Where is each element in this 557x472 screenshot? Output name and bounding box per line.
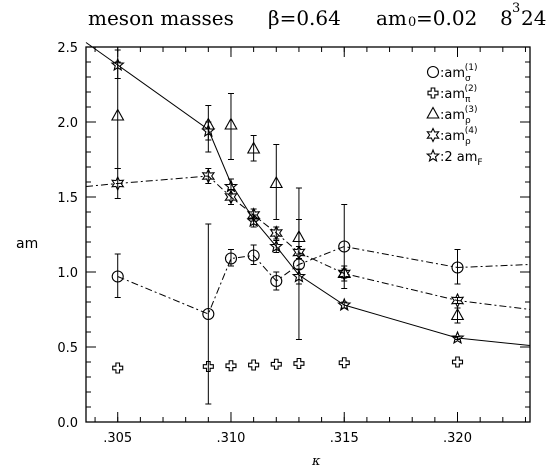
cross-point xyxy=(112,362,124,374)
y-tick-label: 0.5 xyxy=(57,341,78,356)
title-am-value: =0.02 xyxy=(416,6,478,30)
star6-point xyxy=(292,244,306,261)
fit-line-dashdot xyxy=(117,245,531,315)
x-tick-label: .310 xyxy=(217,431,246,446)
y-tick-label: 1.5 xyxy=(57,191,78,206)
circle-point xyxy=(224,252,238,265)
star6-point xyxy=(337,265,351,282)
cross-point xyxy=(451,356,464,368)
triangle-point xyxy=(246,141,261,154)
x-tick-label: .305 xyxy=(103,431,132,446)
legend-label-star5: :2 amF xyxy=(440,150,483,168)
title-am-sub: 0 xyxy=(408,15,417,30)
star6-point xyxy=(450,292,465,309)
legend-marker-triangle xyxy=(426,106,440,119)
star5-point xyxy=(291,268,307,283)
circle-point xyxy=(451,261,464,274)
chart-title: meson masses β=0.64 am 0 =0.02 8 3 24 xyxy=(88,1,557,30)
cross-point xyxy=(202,360,214,373)
legend-marker-cross xyxy=(427,87,439,99)
circle-point xyxy=(338,240,351,253)
y-tick-label: 2.5 xyxy=(57,41,78,56)
star6-point xyxy=(224,189,238,205)
circle-point xyxy=(202,307,215,321)
circle-point xyxy=(111,270,124,283)
y-tick-label: 2.0 xyxy=(57,116,78,131)
x-axis-label: κ xyxy=(312,454,321,469)
triangle-point xyxy=(224,117,238,130)
y-tick-label: 0.0 xyxy=(57,416,78,431)
legend-marker-star6 xyxy=(426,127,440,143)
star5-point xyxy=(246,213,261,228)
triangle-point xyxy=(269,175,284,189)
legend-label-cross: :amπ(2) xyxy=(440,84,477,105)
title-lattice-exp: 3 xyxy=(512,1,521,16)
cross-point xyxy=(293,357,305,370)
cross-point xyxy=(225,360,237,372)
star5-point xyxy=(269,238,284,253)
plot-frame xyxy=(85,46,531,423)
title-am: am xyxy=(376,6,407,30)
star5-point xyxy=(110,57,125,72)
title-main: meson masses xyxy=(88,6,234,30)
star5-point xyxy=(337,297,352,312)
x-tick-label: .315 xyxy=(330,431,359,446)
star5-point xyxy=(201,123,216,138)
triangle-point xyxy=(450,307,465,321)
triangle-point xyxy=(110,108,125,121)
cross-point xyxy=(248,359,260,371)
legend-label-star6: :amρ(4) xyxy=(440,126,477,147)
star5-point xyxy=(450,330,465,345)
fit-line-dashdot xyxy=(85,175,531,310)
circle-point xyxy=(270,274,283,288)
legend-marker-circle xyxy=(426,65,440,79)
circle-point xyxy=(247,249,260,262)
legend-marker-star5 xyxy=(425,148,441,163)
x-tick-label: .320 xyxy=(443,431,472,446)
star6-point xyxy=(201,168,216,184)
fit-line-solid xyxy=(85,42,531,346)
star6-point xyxy=(110,175,125,192)
title-lattice-l: 8 xyxy=(500,6,513,30)
legend-label-triangle: :amρ(3) xyxy=(440,105,477,126)
star5-point xyxy=(223,178,239,193)
title-lattice-t: 24 xyxy=(521,6,547,30)
triangle-point xyxy=(292,229,306,243)
y-axis-label: am xyxy=(16,236,39,252)
legend-label-circle: :amσ(1) xyxy=(440,63,477,84)
cross-point xyxy=(338,357,350,369)
y-tick-label: 1.0 xyxy=(57,266,78,281)
cross-point xyxy=(270,358,282,370)
title-beta: β=0.64 xyxy=(268,6,341,30)
